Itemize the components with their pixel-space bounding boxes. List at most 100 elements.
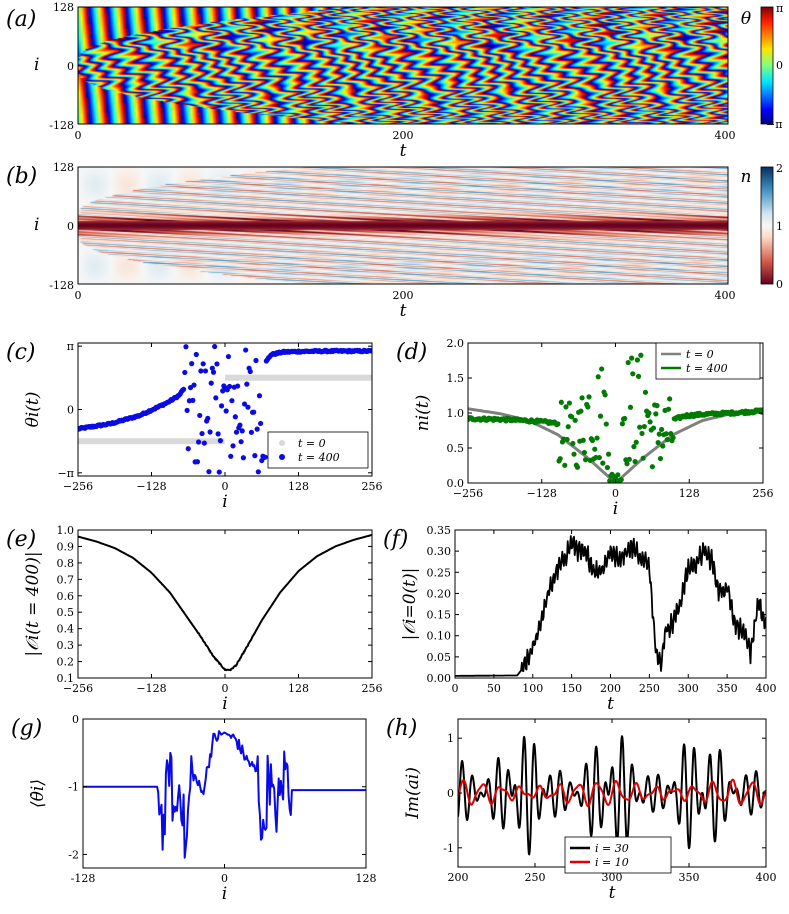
scatter-point-d <box>654 403 660 409</box>
scatter-point-d <box>597 413 604 419</box>
a-xtick-1: 200 <box>393 129 414 142</box>
scatter-point-c <box>247 368 253 375</box>
b-colorbar-label: n <box>741 167 752 187</box>
a-cbar-tick-bot: −π <box>766 118 782 131</box>
scatter-point-d <box>555 421 561 427</box>
xtick-label-f: 350 <box>717 682 738 695</box>
scatter-point-c <box>210 369 217 375</box>
heatmap-a-phase <box>78 7 728 124</box>
plot-area-h <box>458 735 766 856</box>
ytick-label-e: 1.0 <box>57 524 75 537</box>
series-e-order <box>78 533 372 672</box>
scatter-point-d <box>571 451 577 457</box>
scatter-point-c <box>202 368 209 374</box>
legend-box-h <box>564 836 672 874</box>
ylabel-e: |𝒪i(t = 400)| <box>23 551 43 656</box>
ytick-label-f: 0.30 <box>427 545 452 558</box>
ytick-label-c: 0 <box>67 404 74 417</box>
scatter-point-d <box>563 404 569 410</box>
xtick-label-c: 0 <box>222 480 229 493</box>
ylabel-h: Im(ai) <box>403 767 423 820</box>
scatter-point-d <box>594 435 600 441</box>
b-cbar-tick-mid: 1 <box>776 220 783 233</box>
colorbar-a <box>760 6 774 125</box>
xtick-label-e: −128 <box>136 682 166 695</box>
ytick-label-h: 0 <box>447 787 454 800</box>
ytick-label-d: 1.0 <box>447 407 465 420</box>
scatter-point-c <box>239 428 245 434</box>
ytick-label-f: 0.25 <box>427 566 452 579</box>
xlabel-c: i <box>222 492 227 512</box>
b-ytick-top: 128 <box>53 161 74 174</box>
a-ytick-top: 128 <box>53 1 74 14</box>
scatter-point-d <box>629 355 635 361</box>
heatmap-a-frame <box>77 6 729 125</box>
scatter-point-c <box>369 348 372 354</box>
a-ylabel: i <box>34 55 39 75</box>
scatter-point-d <box>653 411 659 417</box>
scatter-point-d <box>599 366 605 372</box>
ytick-label-e: 0.8 <box>57 557 75 570</box>
b-ytick-bot: -128 <box>49 279 74 292</box>
ytick-label-f: 0.10 <box>427 630 452 643</box>
scatter-point-d <box>638 352 644 358</box>
xtick-label-g: -128 <box>71 872 96 885</box>
scatter-point-d <box>581 449 587 456</box>
xtick-label-h: 200 <box>448 871 469 884</box>
panel-c: (c) −256 −128 0 128 256 i π 0 −π θi(t) t = 0t = 400 <box>6 340 383 512</box>
ytick-label-h: -1 <box>443 842 454 855</box>
scatter-point-d <box>625 359 631 366</box>
xtick-label-h: 300 <box>602 871 623 884</box>
scatter-point-c <box>184 407 190 414</box>
scatter-point-c <box>183 344 189 350</box>
legend-text-d: t = 0 <box>686 348 714 361</box>
xtick-label-d: −256 <box>453 487 483 500</box>
scatter-point-d <box>658 426 665 433</box>
ytick-label-f: 0.20 <box>427 587 452 600</box>
scatter-point-d <box>633 439 639 445</box>
panel-d-label: (d) <box>396 340 427 365</box>
scatter-point-c <box>243 347 249 353</box>
scatter-point-d <box>626 456 632 462</box>
legend-text-c: t = 0 <box>298 437 326 450</box>
scatter-point-c <box>181 386 187 392</box>
scatter-point-c <box>198 368 204 374</box>
scatter-point-c <box>212 343 218 350</box>
xtick-label-h: 400 <box>756 871 777 884</box>
xtick-label-c: −128 <box>136 480 166 493</box>
scatter-point-d <box>618 477 624 483</box>
series-g-phase-velocity <box>83 730 366 859</box>
xtick-label-d: 0 <box>612 487 619 500</box>
panel-a-label: (a) <box>6 7 36 32</box>
scatter-point-d <box>585 404 591 410</box>
scatter-point-c <box>253 357 259 364</box>
xtick-label-f: 300 <box>678 682 699 695</box>
scatter-point-d <box>657 455 664 462</box>
scatter-point-d <box>631 444 637 450</box>
scatter-point-c <box>252 453 258 459</box>
xtick-label-e: 128 <box>288 682 309 695</box>
scatter-point-c <box>190 397 196 403</box>
scatter-point-c <box>213 395 219 401</box>
scatter-point-c <box>232 414 238 420</box>
xtick-label-f: 100 <box>522 682 543 695</box>
xtick-label-f: 150 <box>561 682 582 695</box>
series-h-i10 <box>458 778 766 808</box>
scatter-point-c <box>251 409 257 415</box>
scatter-point-c <box>195 439 202 445</box>
heatmap-b-density <box>78 167 728 284</box>
scatter-point-c <box>262 454 268 460</box>
xtick-label-c: −256 <box>63 480 93 493</box>
scatter-point-d <box>627 404 634 410</box>
scatter-point-d <box>668 430 674 437</box>
ytick-label-f: 0.00 <box>427 672 452 685</box>
scatter-point-c <box>225 353 232 360</box>
scatter-point-d <box>622 415 628 422</box>
scatter-point-c <box>182 369 188 376</box>
legend-box-d <box>655 342 761 380</box>
legend-text-d: t = 400 <box>686 362 728 375</box>
scatter-point-d <box>592 446 598 452</box>
ytick-label-c: π <box>67 340 74 353</box>
scatter-point-d <box>664 437 670 443</box>
